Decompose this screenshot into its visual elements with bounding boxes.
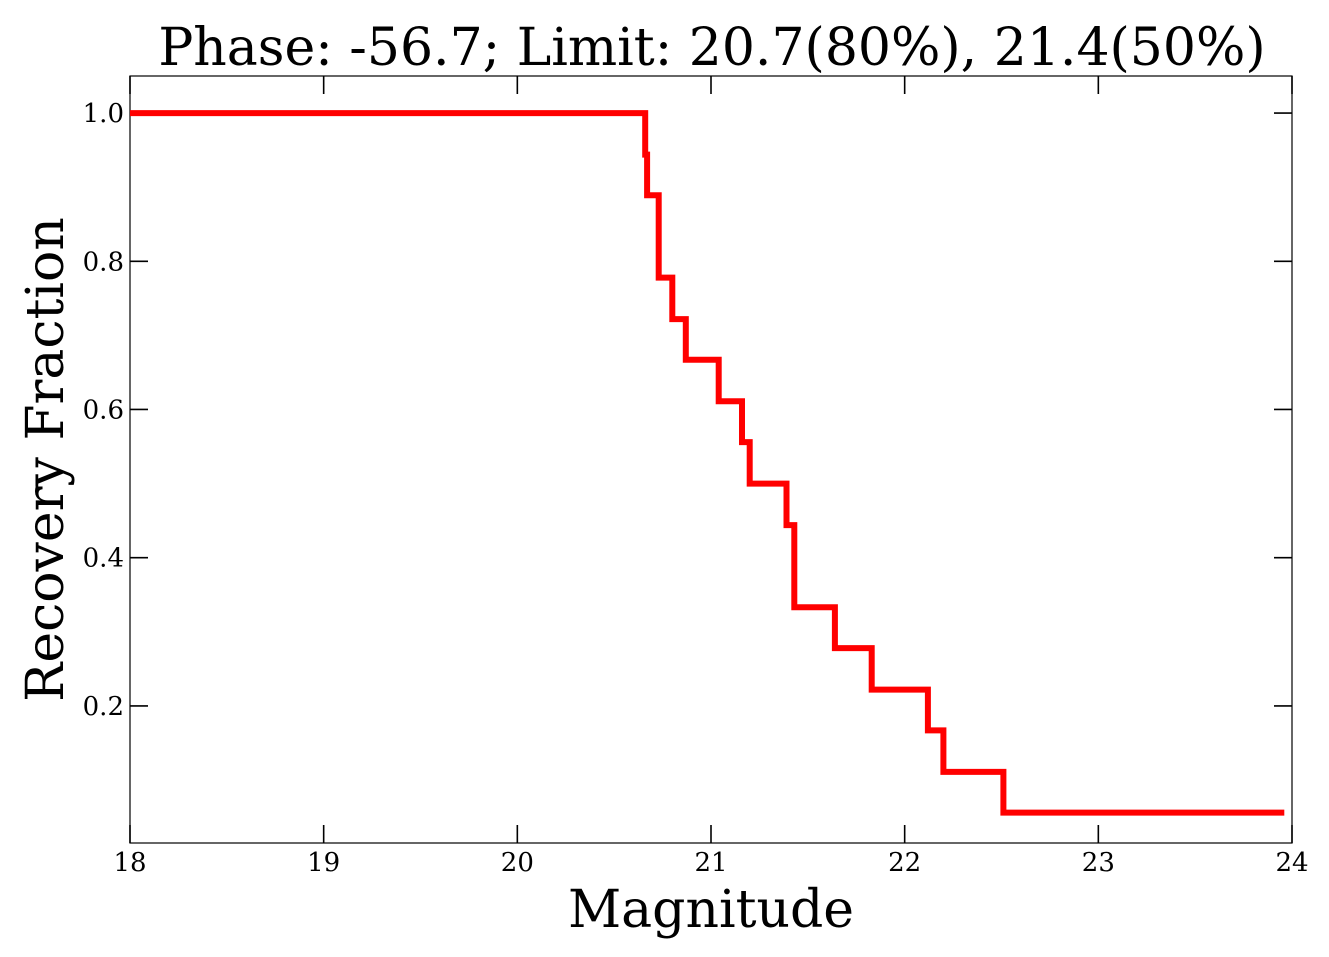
- x-tick-label: 20: [501, 848, 534, 878]
- y-tick-label: 0.8: [83, 247, 124, 277]
- x-tick-label: 23: [1082, 848, 1115, 878]
- y-axis-label: Recovery Fraction: [16, 217, 76, 702]
- x-tick-label: 22: [888, 848, 921, 878]
- plot-area: [130, 110, 1285, 816]
- x-tick-label: 19: [307, 848, 340, 878]
- chart-title: Phase: -56.7; Limit: 20.7(80%), 21.4(50%…: [158, 18, 1265, 78]
- x-axis-label: Magnitude: [568, 880, 854, 940]
- y-tick-label: 0.6: [83, 395, 124, 425]
- y-tick-label: 0.2: [83, 692, 124, 722]
- plot-frame: [129, 75, 1293, 844]
- x-axis: 18 19 20 21 22 23 24: [113, 76, 1309, 878]
- y-tick-label: 1.0: [83, 99, 124, 129]
- recovery-series-line: [130, 110, 1285, 816]
- y-axis: 0.2 0.4 0.6 0.8 1.0: [83, 99, 1292, 722]
- x-tick-label: 18: [113, 848, 146, 878]
- x-tick-label: 21: [694, 848, 727, 878]
- x-tick-label: 24: [1275, 848, 1308, 878]
- y-tick-label: 0.4: [83, 544, 124, 574]
